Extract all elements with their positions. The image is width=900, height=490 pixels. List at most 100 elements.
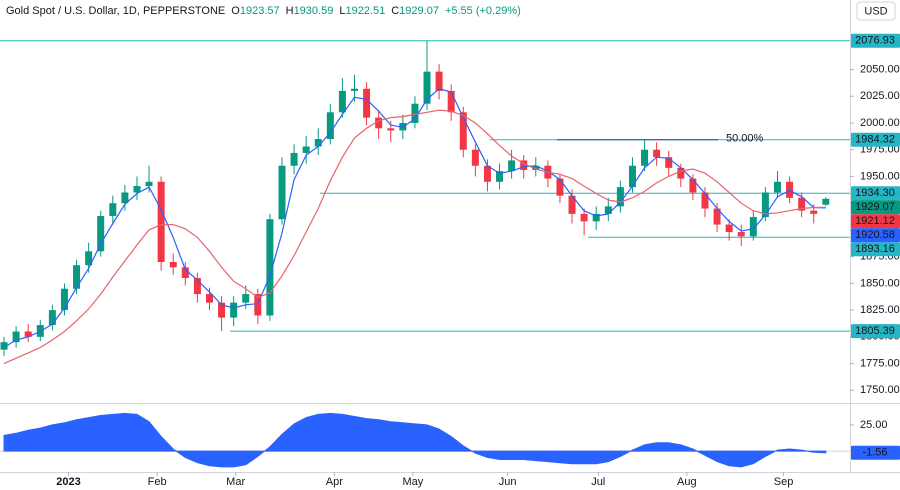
candle-body [24, 331, 32, 337]
candle-body [12, 331, 20, 343]
x-tick-label: Sep [774, 476, 794, 488]
y-tick-label: 1950.00 [860, 170, 900, 182]
candle-body [145, 181, 153, 187]
candle-body [338, 90, 346, 113]
currency-label[interactable]: USD [864, 5, 887, 17]
candle-body [604, 206, 612, 214]
indicator-tag [851, 445, 900, 460]
ma-line [3, 109, 826, 365]
candle-body [73, 265, 81, 289]
y-tick-label: 2050.00 [860, 63, 900, 75]
indicator-tag-label: -1.56 [862, 447, 887, 459]
candle-body [278, 165, 286, 220]
price-tag-label: 1805.39 [855, 325, 895, 337]
candle-body [665, 157, 673, 168]
candle-body [254, 294, 262, 316]
candle-body [653, 149, 661, 158]
price-tag-label: 1929.07 [855, 201, 895, 213]
candle-body [290, 152, 298, 166]
candle-body [471, 149, 479, 166]
candle-body [677, 167, 685, 179]
price-tag [851, 132, 900, 147]
x-tick-label: May [403, 476, 424, 488]
price-tag [851, 33, 900, 48]
candle-body [0, 342, 8, 350]
ohlc-label: H [286, 5, 294, 17]
candle-body [737, 232, 745, 237]
y-tick-label: 25.00 [860, 419, 888, 431]
y-tick-label: 1825.00 [860, 304, 900, 316]
currency-button[interactable]: USD [856, 1, 896, 21]
ohlc-value: 1930.59 [294, 5, 334, 17]
candle-body [532, 165, 540, 171]
price-tag [851, 214, 900, 229]
indicator-area [3, 412, 827, 468]
candle-body [773, 181, 781, 193]
candle-body [556, 178, 564, 196]
candle-body [242, 294, 250, 303]
fib-label: 50.00% [726, 133, 764, 145]
price-tag [851, 200, 900, 215]
ohlc-label: C [391, 5, 399, 17]
ohlc-label: O [231, 5, 240, 17]
candle-body [375, 117, 383, 129]
ma-line [3, 88, 826, 349]
candle-body [508, 160, 516, 172]
candle-body [121, 192, 129, 204]
candle-body [761, 192, 769, 218]
x-tick-label: 2023 [56, 476, 80, 488]
y-tick-label: 1750.00 [860, 384, 900, 396]
price-tag-label: 1984.32 [855, 134, 895, 146]
price-tag [851, 186, 900, 201]
candle-body [351, 88, 359, 91]
ohlc-value: 1923.57 [240, 5, 280, 17]
candle-body [193, 278, 201, 295]
candle-body [302, 146, 310, 153]
x-tick-label: Aug [677, 476, 697, 488]
candle-body [326, 112, 334, 140]
currency-button-box[interactable] [856, 1, 896, 21]
price-tag-label: 1934.30 [855, 187, 895, 199]
candle-body [157, 181, 165, 262]
candle-body [97, 216, 105, 252]
candle-body [48, 310, 56, 326]
header-text: Gold Spot / U.S. Dollar, 1D, PEPPERSTONE… [6, 5, 521, 17]
candle-body [85, 251, 93, 266]
price-tag-label: 1921.12 [855, 215, 895, 227]
x-tick-label: Jun [499, 476, 517, 488]
candle-body [616, 187, 624, 207]
ohlc-value: 1922.51 [345, 5, 385, 17]
candle-body [749, 217, 757, 237]
price-tag-label: 1920.58 [855, 229, 895, 241]
candle-body [169, 261, 177, 268]
candle-body [109, 203, 117, 217]
y-tick-label: 2025.00 [860, 90, 900, 102]
candle-body [496, 171, 504, 182]
header: Gold Spot / U.S. Dollar, 1D, PEPPERSTONE… [6, 5, 521, 17]
x-tick-label: Jul [591, 476, 605, 488]
candle-body [459, 112, 467, 150]
candle-body [568, 195, 576, 214]
y-tick-label: 2000.00 [860, 117, 900, 129]
candle-body [411, 103, 419, 123]
candle-body [314, 139, 322, 147]
candle-body [725, 224, 733, 233]
candle-body [266, 219, 274, 316]
y-tick-label: 1775.00 [860, 357, 900, 369]
candle-body [628, 165, 636, 188]
candle-body [218, 302, 226, 318]
y-tick-label: 1850.00 [860, 277, 900, 289]
candle-body [181, 267, 189, 279]
change-value: +5.55 (+0.29%) [445, 5, 521, 17]
candle-body [435, 71, 443, 91]
candle-body [689, 178, 697, 193]
candle-body [483, 165, 491, 182]
price-tag-label: 1893.16 [855, 243, 895, 255]
candle-body [447, 90, 455, 113]
candle-body [387, 128, 395, 131]
price-tag [851, 228, 900, 243]
price-tag [851, 324, 900, 339]
ohlc-label: L [339, 5, 345, 17]
